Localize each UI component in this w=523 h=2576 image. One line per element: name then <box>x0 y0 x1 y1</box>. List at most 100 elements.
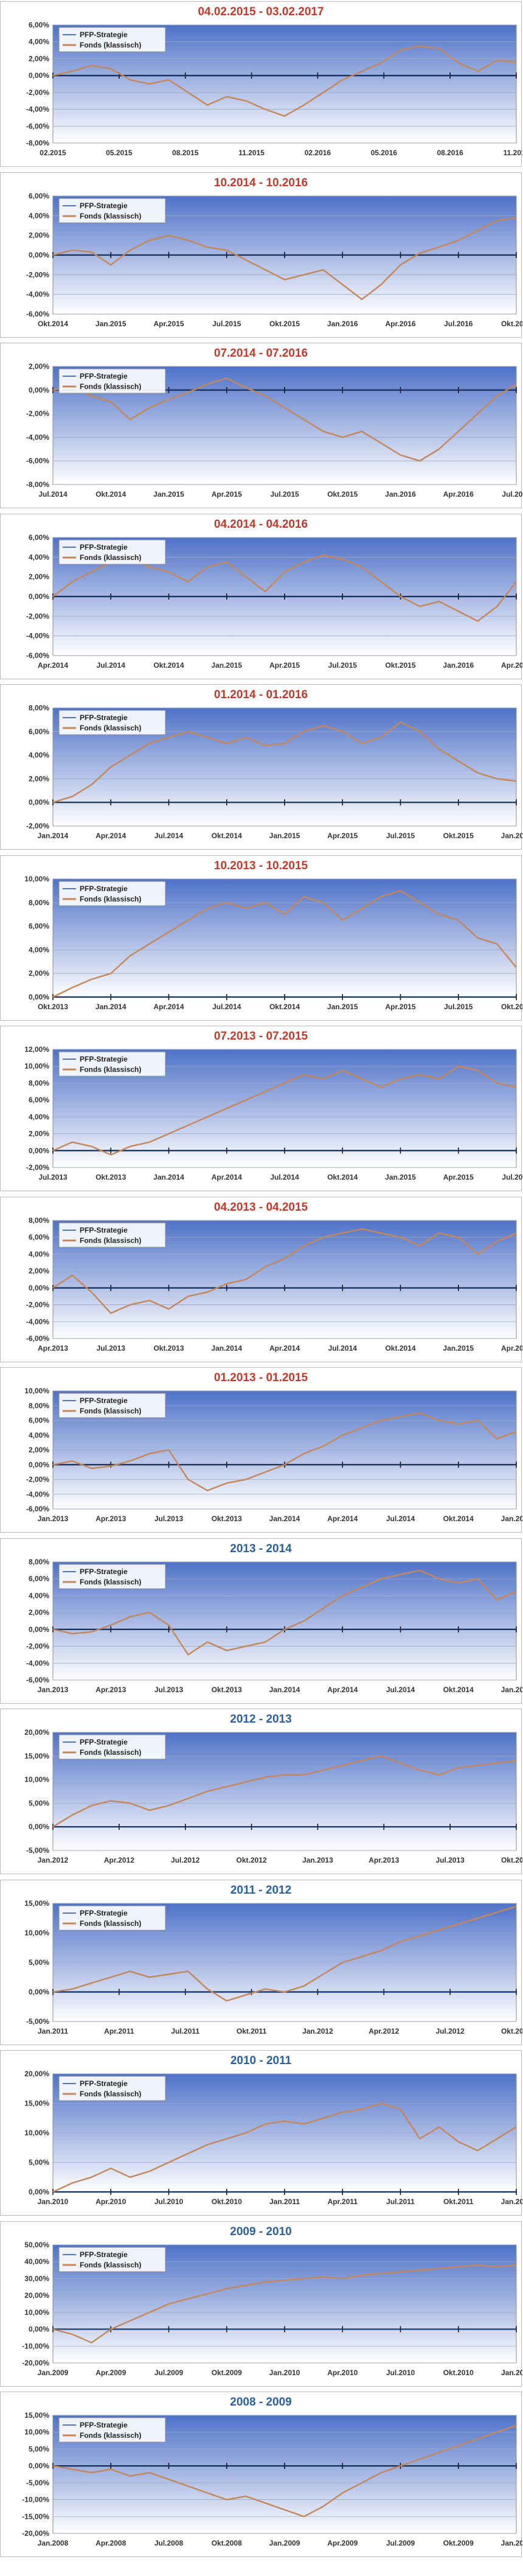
legend-label: PFP-Strategie <box>80 1396 128 1405</box>
y-tick-label: -20,00% <box>22 2529 49 2538</box>
y-tick-label: 2,00% <box>29 1267 49 1275</box>
x-tick-label: Jan.2015 <box>501 1685 522 1694</box>
chart-svg: 8,00% 6,00% 4,00% 2,00% 0,00% -2,00%Jan.2014 A… <box>26 704 522 840</box>
legend-box <box>58 2247 166 2272</box>
y-tick-label: -4,00% <box>26 631 49 640</box>
x-tick-label: Okt.2014 <box>443 1685 474 1694</box>
chart-svg: 6,00% 4,00% 2,00% 0,00% -2,00% -4,00% -6,00% -8… <box>26 21 522 157</box>
legend-label: Fonds (klassisch) <box>80 1065 141 1074</box>
y-tick-label: -2,00% <box>26 1475 49 1484</box>
chart-panel: 2012 - 2013 20,00% 15,00% 10,00% 5,00% 0,00% -… <box>0 1709 522 1874</box>
chart-title: 01.2013 - 01.2015 <box>213 1371 308 1384</box>
legend-label: Fonds (klassisch) <box>80 1407 141 1415</box>
y-tick-label: 2,00% <box>29 774 49 783</box>
x-tick-label: Jul.2014 <box>270 1173 299 1181</box>
y-tick-label: 6,00% <box>29 727 49 736</box>
x-tick-label: Jul.2014 <box>386 1514 415 1523</box>
x-tick-label: Jan.2015 <box>501 1514 522 1523</box>
x-tick-label: Jan.2009 <box>269 2539 300 2547</box>
legend-label: Fonds (klassisch) <box>80 212 141 220</box>
y-tick-label: -6,00% <box>26 1676 49 1684</box>
x-tick-label: Jul.2014 <box>328 1344 358 1353</box>
y-tick-label: -15,00% <box>22 2512 49 2521</box>
legend-label: PFP-Strategie <box>80 1909 128 1917</box>
chart-panel: 04.02.2015 - 03.02.2017 6,00% 4,00% 2,00% 0,… <box>0 1 522 167</box>
x-tick-label: Jan.2016 <box>327 320 358 328</box>
y-tick-label: 15,00% <box>24 1899 49 1908</box>
x-tick-label: Jan.2016 <box>385 490 416 499</box>
x-tick-label: Apr.2015 <box>385 1003 415 1011</box>
x-tick-label: Jan.2011 <box>38 2027 68 2035</box>
x-tick-label: Jan.2015 <box>153 490 184 499</box>
y-tick-label: -6,00% <box>26 310 49 318</box>
x-tick-label: Apr.2009 <box>95 2368 126 2377</box>
legend-box <box>58 1564 166 1589</box>
x-tick-label: Okt.2008 <box>212 2539 242 2547</box>
x-tick-label: Jul.2013 <box>154 1514 184 1523</box>
y-tick-label: 8,00% <box>29 1401 49 1410</box>
chart-panel: 10.2014 - 10.2016 6,00% 4,00% 2,00% 0,00% -2,… <box>0 172 522 338</box>
y-tick-label: 2,00% <box>29 1130 49 1138</box>
series-line-fund <box>52 216 517 300</box>
y-tick-label: 4,00% <box>29 945 49 954</box>
chart-panel: 2013 - 2014 8,00% 6,00% 4,00% 2,00% 0,00% -2,0… <box>0 1538 522 1704</box>
chart-svg: 20,00%15,00%10,00%5,00%0,00%-5,00%Jan.20… <box>24 1728 522 1864</box>
y-tick-label: 5,00% <box>29 1799 49 1807</box>
x-tick-label: Jan.2016 <box>501 831 522 840</box>
x-tick-label: Apr.2016 <box>385 320 415 328</box>
y-tick-label: 0,00% <box>29 1822 49 1831</box>
chart-title: 04.2014 - 04.2016 <box>213 517 308 531</box>
legend-label: PFP-Strategie <box>80 713 128 722</box>
x-tick-label: Okt.2015 <box>501 1003 522 1011</box>
y-tick-label: -2,00% <box>26 410 49 418</box>
legend-label: Fonds (klassisch) <box>80 553 141 562</box>
y-tick-label: 8,00% <box>29 1216 49 1225</box>
x-tick-label: Jul.2013 <box>435 1856 465 1864</box>
chart-svg: 8,00% 6,00% 4,00% 2,00% 0,00% -2,00% -4,00% -6,… <box>26 1558 522 1694</box>
x-tick-label: 02.2015 <box>40 149 66 157</box>
y-tick-label: 8,00% <box>29 704 49 712</box>
y-tick-label: 4,00% <box>29 1591 49 1600</box>
chart-title: 2009 - 2010 <box>230 2225 292 2238</box>
y-tick-label: -10,00% <box>22 2342 49 2350</box>
chart-title: 04.2013 - 04.2015 <box>213 1200 308 1214</box>
y-tick-label: 12,00% <box>24 1045 49 1054</box>
legend-label: Fonds (klassisch) <box>80 2261 141 2269</box>
x-tick-label: Apr.2014 <box>327 1514 358 1523</box>
chart-svg: 8,00% 6,00% 4,00% 2,00% 0,00% -2,00% -4,00% -6,… <box>26 1216 522 1353</box>
x-tick-label: Jan.2009 <box>38 2368 69 2377</box>
x-tick-label: Jan.2014 <box>269 1514 300 1523</box>
legend-label: PFP-Strategie <box>80 2250 128 2259</box>
legend-label: Fonds (klassisch) <box>80 1919 141 1928</box>
y-tick-label: 0,00% <box>29 2188 49 2196</box>
y-tick-label: 15,00% <box>24 2099 49 2108</box>
x-tick-label: Jul.2010 <box>386 2368 415 2377</box>
y-tick-label: 0,00% <box>29 798 49 807</box>
x-tick-label: Apr.2013 <box>95 1685 126 1694</box>
chart-title: 04.02.2015 - 03.02.2017 <box>198 5 324 18</box>
y-tick-label: 0,00% <box>29 1460 49 1469</box>
x-tick-label: Okt.2013 <box>212 1685 242 1694</box>
y-tick-label: -2,00% <box>26 822 49 830</box>
legend-box <box>58 1393 166 1418</box>
y-tick-label: 40,00% <box>24 2257 49 2266</box>
x-tick-label: 05.2016 <box>371 149 398 157</box>
y-tick-label: -6,00% <box>26 457 49 465</box>
x-tick-label: Jan.2008 <box>38 2539 69 2547</box>
y-tick-label: 50,00% <box>24 2241 49 2249</box>
y-tick-label: -2,00% <box>26 1300 49 1309</box>
y-tick-label: 10,00% <box>24 1387 49 1395</box>
legend-label: PFP-Strategie <box>80 1055 128 1063</box>
x-tick-label: Apr.2013 <box>95 1514 126 1523</box>
x-tick-label: Jan.2015 <box>443 1344 474 1353</box>
x-tick-label: Okt.2015 <box>327 490 358 499</box>
chart-title: 10.2013 - 10.2015 <box>213 859 308 872</box>
y-tick-label: 30,00% <box>24 2274 49 2283</box>
x-tick-label: Okt.2012 <box>501 2027 522 2035</box>
x-tick-label: Okt.2011 <box>237 2027 267 2035</box>
y-tick-label: -8,00% <box>26 139 49 147</box>
x-tick-label: Okt.2015 <box>269 320 300 328</box>
y-tick-label: -8,00% <box>26 480 49 489</box>
y-tick-label: 6,00% <box>29 21 49 29</box>
